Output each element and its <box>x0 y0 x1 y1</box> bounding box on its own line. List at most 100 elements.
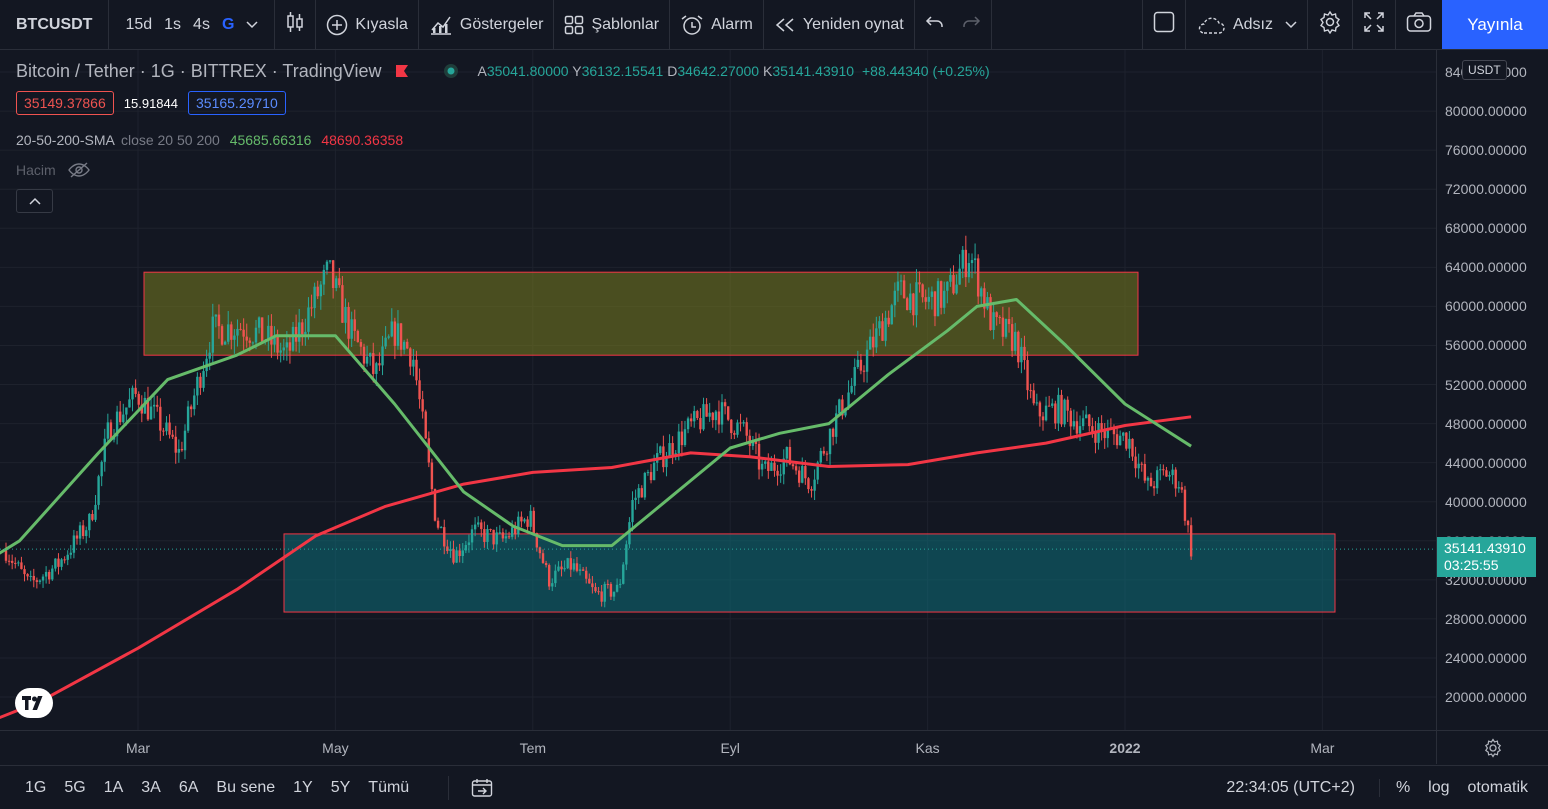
eye-off-icon[interactable] <box>67 162 90 178</box>
time-axis[interactable]: Mar May Tem Eyl Kas 2022 Mar <box>0 730 1436 764</box>
log-toggle[interactable]: log <box>1428 778 1450 796</box>
flag-icon[interactable] <box>395 64 409 78</box>
candle-body <box>683 429 687 446</box>
templates-button[interactable]: Şablonlar <box>554 0 671 50</box>
candle-body <box>273 335 276 345</box>
range-1g[interactable]: 1G <box>25 778 47 796</box>
auto-scale-toggle[interactable]: otomatik <box>1467 778 1528 796</box>
sma-legend[interactable]: 20-50-200-SMA close 20 50 200 45685.6631… <box>16 132 403 148</box>
candle-body <box>489 529 492 531</box>
redo-icon[interactable] <box>961 14 981 35</box>
candle-body <box>557 566 560 571</box>
snapshot-button[interactable] <box>1396 0 1442 50</box>
range-1y[interactable]: 1Y <box>293 778 313 796</box>
support-zone <box>283 533 1336 613</box>
candle-body <box>764 461 767 464</box>
candle-body <box>14 562 17 564</box>
candle-body <box>896 281 900 291</box>
candle-body <box>1097 423 1100 443</box>
candle-body <box>918 282 921 285</box>
price-tick-label: 28000.00000 <box>1445 610 1527 627</box>
timeframe-1g[interactable]: G <box>221 15 235 33</box>
indicators-button[interactable]: Göstergeler <box>419 0 555 50</box>
timeframe-4s[interactable]: 4s <box>193 15 210 33</box>
sma-50-line <box>0 298 1192 555</box>
candle-body <box>227 324 230 342</box>
candle-body <box>776 470 779 476</box>
range-5y[interactable]: 5Y <box>330 778 351 796</box>
layout-select-button[interactable] <box>1141 0 1186 50</box>
volume-label: Hacim <box>16 162 56 178</box>
candle-body <box>828 428 832 455</box>
price-tick-label: 80000.00000 <box>1445 103 1527 120</box>
candle-body <box>523 519 526 522</box>
candle-body <box>236 328 239 336</box>
price-tick-label: 64000.00000 <box>1445 259 1527 276</box>
candle-body <box>344 307 347 323</box>
candle-body <box>433 489 437 521</box>
publish-button[interactable]: Yayınla <box>1442 0 1548 49</box>
candle-body <box>1140 463 1143 465</box>
candle-body <box>131 387 134 400</box>
candle-body <box>26 574 29 577</box>
undo-icon[interactable] <box>925 14 945 35</box>
range-all[interactable]: Tümü <box>368 778 410 796</box>
candle-body <box>461 550 464 557</box>
candle-body <box>245 336 248 341</box>
timeframe-1s[interactable]: 1s <box>164 15 182 33</box>
chevron-down-icon[interactable] <box>240 16 264 34</box>
candle-body <box>915 282 918 316</box>
compare-button[interactable]: Kıyasla <box>316 0 419 50</box>
candle-body <box>581 569 585 571</box>
buy-price-button[interactable]: 35165.29710 <box>188 91 286 115</box>
candle-body <box>770 462 773 471</box>
candle-body <box>44 571 48 577</box>
candle-body <box>1066 399 1069 411</box>
candle-body <box>794 466 798 471</box>
range-1a[interactable]: 1A <box>103 778 124 796</box>
volume-legend[interactable]: Hacim <box>16 162 90 178</box>
price-tick-label: 72000.00000 <box>1445 181 1527 198</box>
range-3a[interactable]: 3A <box>141 778 161 796</box>
candle-body <box>106 422 110 439</box>
alert-button[interactable]: Alarm <box>670 0 764 50</box>
settings-button[interactable] <box>1308 0 1353 50</box>
fullscreen-icon <box>1363 11 1385 38</box>
candle-body <box>94 504 97 520</box>
candle-body <box>257 317 261 328</box>
candle-body <box>1032 390 1035 404</box>
replay-button[interactable]: Yeniden oynat <box>764 0 915 50</box>
range-6a[interactable]: 6A <box>178 778 199 796</box>
bar-countdown: 03:25:55 <box>1444 557 1499 573</box>
range-ytd[interactable]: Bu sene <box>216 778 276 796</box>
currency-badge[interactable]: USDT <box>1462 60 1507 80</box>
percent-toggle[interactable]: % <box>1395 778 1411 796</box>
price-axis[interactable]: 84000.0000080000.0000076000.0000072000.0… <box>1436 50 1548 730</box>
candle-body <box>230 324 233 340</box>
ohlc-low: 34642.27000 <box>677 63 760 79</box>
fullscreen-button[interactable] <box>1353 0 1396 50</box>
candle-body <box>1183 489 1187 521</box>
candle-body <box>282 347 285 351</box>
chart-pane[interactable] <box>0 50 1436 730</box>
candle-body <box>779 474 782 476</box>
sell-price-button[interactable]: 35149.37866 <box>16 91 114 115</box>
clock-timezone[interactable]: 22:34:05 (UTC+2) <box>1217 778 1380 797</box>
date-range-icon[interactable] <box>448 775 493 800</box>
symbol-search[interactable]: BTCUSDT <box>0 0 110 50</box>
layout-name-button[interactable]: Adsız <box>1186 0 1308 50</box>
range-5g[interactable]: 5G <box>64 778 86 796</box>
candle-body <box>473 524 477 530</box>
collapse-legend-button[interactable] <box>16 189 53 213</box>
candle-body <box>322 269 326 285</box>
symbol-title[interactable]: Bitcoin / Tether · 1G · BITTREX · Tradin… <box>16 60 382 81</box>
axis-settings-button[interactable] <box>1436 730 1548 764</box>
price-chart[interactable] <box>0 50 1436 730</box>
candle-body <box>449 549 452 552</box>
candle-body <box>872 336 875 348</box>
camera-icon <box>1406 11 1432 38</box>
chart-type-button[interactable] <box>275 0 317 50</box>
timeframe-15d[interactable]: 15d <box>125 15 153 33</box>
candle-body <box>964 249 968 278</box>
tradingview-logo-icon[interactable] <box>15 688 53 718</box>
